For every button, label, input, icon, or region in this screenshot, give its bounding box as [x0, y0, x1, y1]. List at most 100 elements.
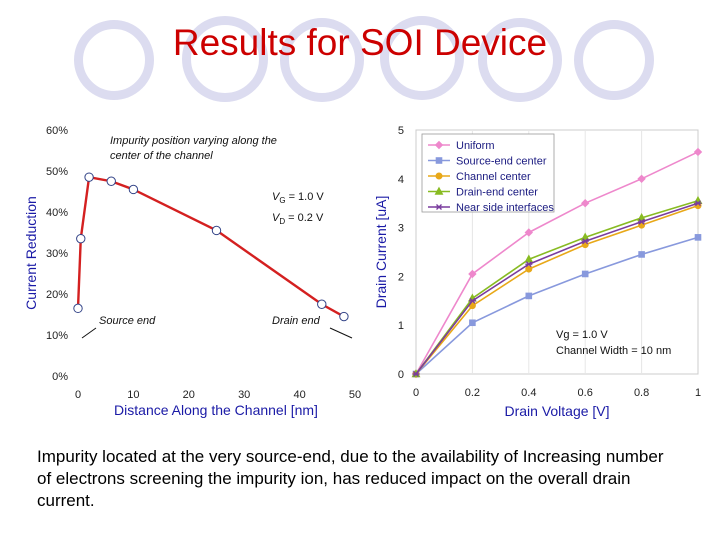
right-series-line — [415, 204, 699, 375]
right-data-point — [469, 319, 476, 327]
annotation-vg: Vg = 1.0 V — [556, 329, 608, 341]
right-x-tick-label: 0.6 — [578, 387, 593, 399]
decor-circle — [380, 16, 464, 100]
right-x-tick-label: 0.8 — [634, 387, 649, 399]
left-y-tick-label: 50% — [46, 166, 68, 178]
right-series-line — [415, 236, 699, 375]
right-data-point — [693, 147, 703, 157]
left-y-tick-label: 30% — [46, 248, 68, 260]
right-data-point — [435, 157, 443, 164]
annotation-source-end: Source end — [99, 315, 156, 327]
annotation-impurity-line2: center of the channel — [110, 150, 213, 162]
left-y-tick-label: 10% — [46, 330, 68, 342]
right-data-point — [637, 174, 646, 184]
left-y-tick-label: 60% — [46, 125, 68, 137]
right-data-point — [435, 204, 443, 210]
slide-title: Results for SOI Device — [172, 22, 548, 63]
right-data-point — [524, 228, 534, 237]
right-data-point — [525, 265, 533, 273]
right-data-point — [637, 212, 647, 222]
right-x-tick-label: 1 — [695, 387, 701, 399]
right-data-point — [694, 234, 702, 241]
right-y-tick-label: 0 — [398, 369, 404, 381]
right-data-point — [580, 232, 590, 241]
left-x-tick-label: 50 — [349, 389, 361, 401]
annotation-impurity-line1: Impurity position varying along the — [110, 135, 277, 147]
annotation-vg-value: = 1.0 V — [289, 191, 325, 203]
decor-circle — [182, 16, 268, 102]
left-y-tick-label: 0% — [52, 371, 68, 383]
right-data-point — [638, 218, 646, 225]
right-data-point — [638, 251, 645, 258]
annotation-channel-width: Channel Width = 10 nm — [556, 345, 671, 357]
right-y-tick-label: 2 — [398, 271, 404, 283]
decor-circle — [574, 20, 654, 100]
decor-circle — [478, 18, 562, 102]
annotation-vd-symbol: V — [272, 212, 281, 224]
left-data-point — [73, 303, 83, 314]
right-data-point — [524, 254, 534, 263]
right-data-point — [694, 200, 702, 207]
left-x-axis-label: Distance Along the Channel [nm] — [114, 402, 318, 418]
annotation-vd-sub: D — [279, 217, 285, 226]
legend-entry: Near side interfaces — [456, 202, 554, 214]
right-y-tick-label: 5 — [398, 125, 404, 137]
right-data-point — [525, 261, 533, 268]
left-series-line — [76, 175, 345, 318]
legend-entry: Source-end center — [456, 156, 547, 168]
right-x-tick-label: 0.4 — [521, 387, 536, 399]
legend-entry: Channel center — [456, 171, 531, 183]
right-y-tick-label: 1 — [398, 320, 404, 332]
left-x-tick-label: 10 — [127, 389, 139, 401]
drain-current-chart: 0 1 2 3 4 5 0 0.2 0.4 0.6 0.8 1 Uniform Source-end … — [373, 125, 703, 419]
drain-end-arrow — [329, 327, 353, 339]
left-data-point — [339, 311, 349, 322]
right-data-point — [580, 198, 590, 208]
left-y-tick-label: 20% — [46, 289, 68, 301]
right-data-point — [412, 371, 420, 377]
left-data-point — [84, 172, 94, 182]
plot-area — [78, 130, 355, 376]
right-data-point — [468, 297, 476, 304]
left-y-axis-label: Current Reduction — [23, 196, 39, 310]
left-x-tick-label: 40 — [293, 389, 305, 401]
legend-entry: Uniform — [456, 140, 495, 152]
right-y-tick-label: 3 — [398, 223, 404, 235]
left-data-point — [128, 184, 139, 195]
right-series-line — [415, 151, 699, 375]
right-y-tick-label: 4 — [398, 174, 404, 186]
legend-box — [421, 133, 555, 213]
right-y-axis-label: Drain Current [uA] — [373, 196, 389, 309]
annotation-vd: VD = 0.2 V — [272, 212, 324, 226]
right-data-point — [468, 269, 477, 279]
decor-circle — [74, 20, 154, 100]
legend: Uniform Source-end center Channel center Dr… — [428, 140, 554, 214]
right-x-axis-label: Drain Voltage [V] — [504, 403, 609, 419]
source-end-arrow — [81, 327, 97, 339]
right-x-tick-label: 0 — [413, 387, 419, 399]
left-y-tick-label: 40% — [46, 207, 68, 219]
annotation-vd-value: = 0.2 V — [288, 212, 324, 224]
right-data-point — [581, 238, 589, 245]
annotation-drain-end: Drain end — [272, 315, 321, 327]
right-data-point — [434, 186, 444, 195]
left-data-point — [317, 299, 327, 309]
right-series-line — [415, 202, 699, 375]
right-series-line — [415, 199, 699, 375]
right-data-point — [581, 270, 589, 278]
left-x-tick-label: 30 — [238, 389, 250, 401]
right-data-point — [525, 292, 533, 300]
caption-text: Impurity located at the very source-end,… — [37, 447, 664, 510]
left-x-tick-label: 20 — [183, 389, 195, 401]
annotation-vg: VG = 1.0 V — [272, 191, 324, 205]
right-data-point — [434, 140, 444, 150]
left-data-point — [211, 225, 222, 236]
left-data-point — [76, 233, 86, 244]
left-x-tick-label: 0 — [75, 389, 81, 401]
annotation-vg-sub: G — [279, 196, 285, 205]
legend-entry: Drain-end center — [456, 187, 538, 199]
right-x-tick-label: 0.2 — [465, 387, 480, 399]
right-data-point — [435, 172, 443, 180]
annotation-vg-symbol: V — [272, 191, 281, 203]
decor-circle — [280, 18, 364, 102]
